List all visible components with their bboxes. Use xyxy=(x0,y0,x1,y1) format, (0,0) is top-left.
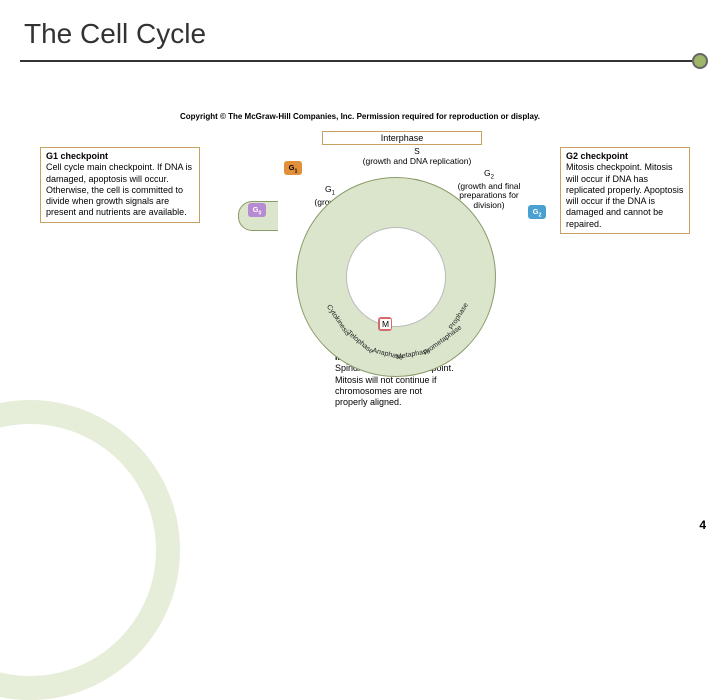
g1-badge: G1 xyxy=(284,161,302,175)
interphase-label: Interphase xyxy=(322,131,482,145)
ring-inner xyxy=(346,227,446,327)
title-underline xyxy=(20,60,700,62)
g1-checkpoint-text: G1 checkpointCell cycle main checkpoint.… xyxy=(40,147,200,223)
g2-badge: G2 xyxy=(528,205,546,219)
cycle-wheel: Cytokinesis Telophase Anaphase Metaphase… xyxy=(296,177,496,377)
m-label-bottom: M xyxy=(380,319,391,329)
page-number: 4 xyxy=(699,518,706,532)
g0-badge: G0 xyxy=(248,203,266,217)
slide-title: The Cell Cycle xyxy=(0,0,720,60)
title-dot xyxy=(692,53,708,69)
s-phase-caption: S(growth and DNA replication) xyxy=(362,147,472,167)
g2-checkpoint-text: G2 checkpointMitosis checkpoint. Mitosis… xyxy=(560,147,690,234)
copyright-text: Copyright © The McGraw-Hill Companies, I… xyxy=(0,112,720,121)
